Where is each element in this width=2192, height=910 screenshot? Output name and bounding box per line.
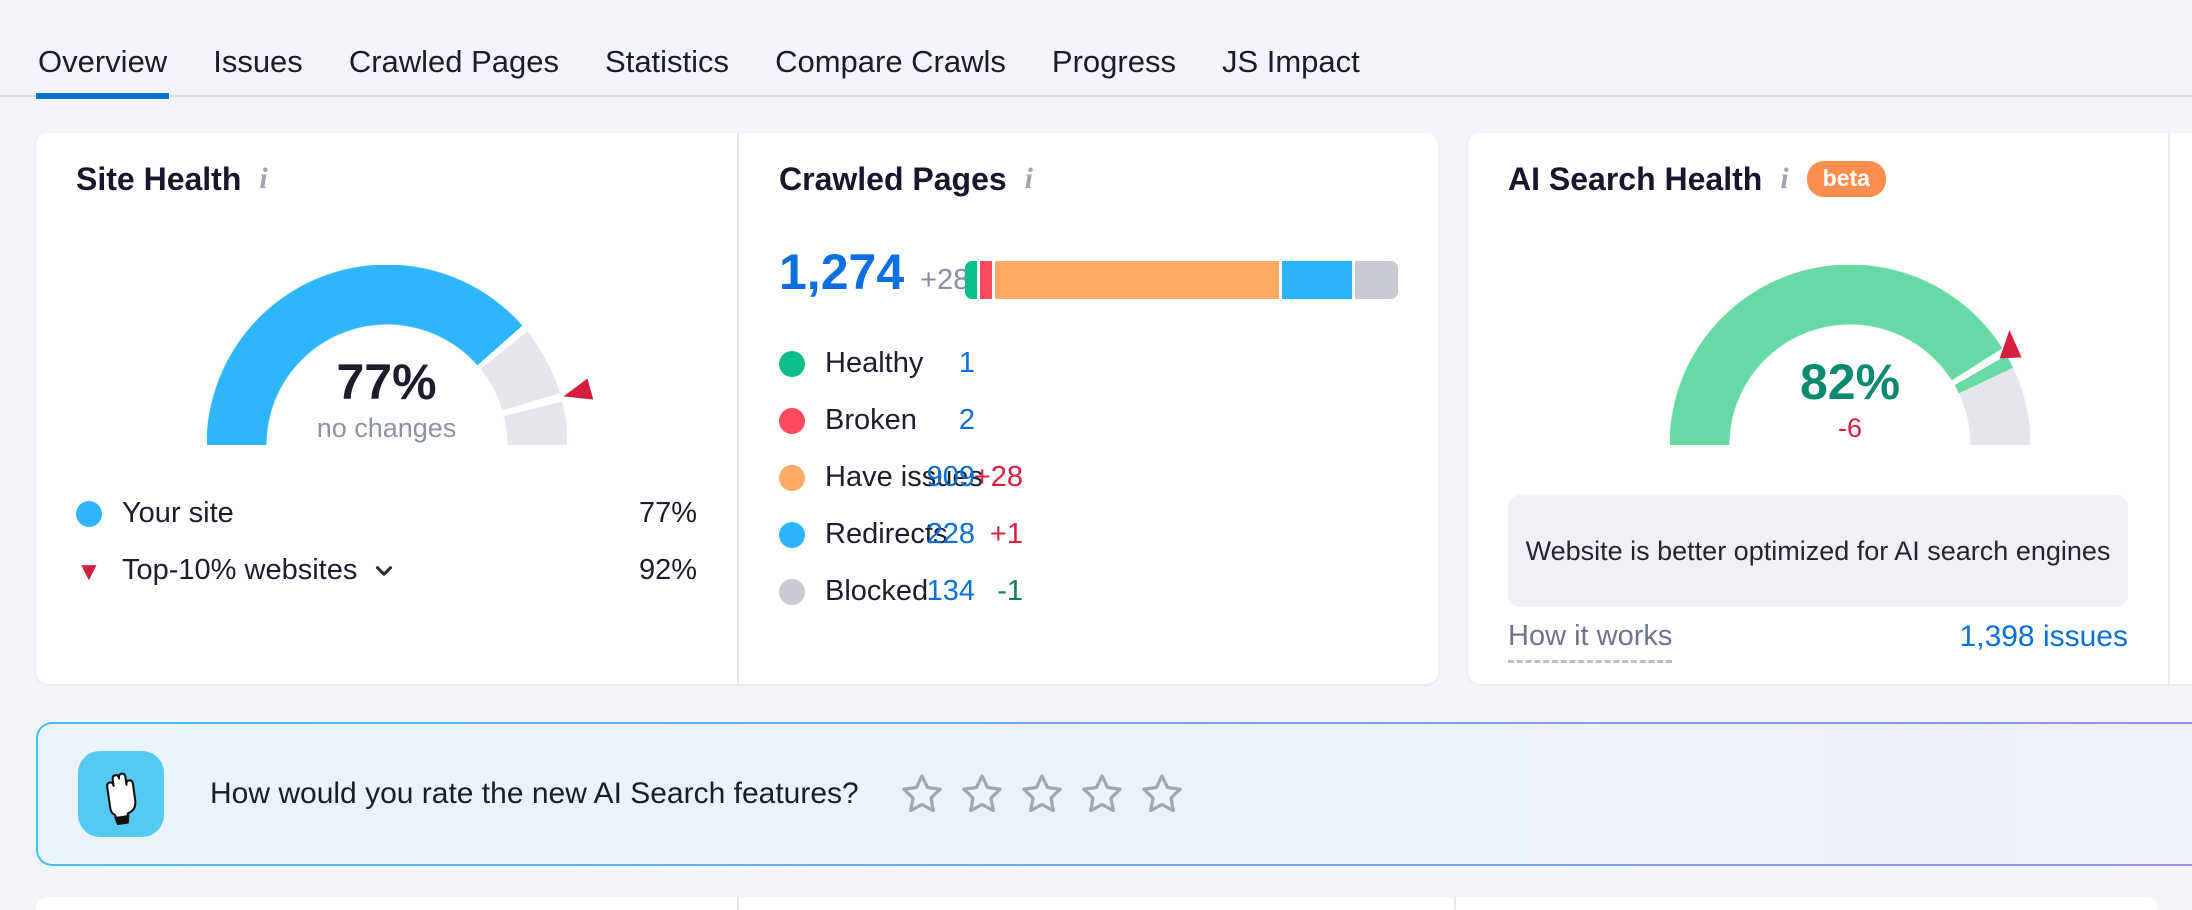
star-icon[interactable]	[959, 771, 1005, 817]
crawled-pages-row-healthy: Healthy 1	[779, 335, 1398, 392]
status-dot-icon	[779, 578, 805, 605]
site-health-title: Site Health	[76, 160, 242, 197]
tab-progress[interactable]: Progress	[1051, 44, 1176, 79]
crawled-pages-title-row: Crawled Pages i	[779, 151, 1033, 207]
star-icon[interactable]	[899, 771, 945, 817]
next-row-cards	[36, 897, 2158, 910]
tab-overview[interactable]: Overview	[36, 44, 170, 99]
status-dot-icon	[779, 464, 805, 491]
site-health-change: no changes	[316, 413, 457, 443]
crawled-pages-stacked-bar	[965, 261, 1398, 299]
legend-dot-icon	[76, 500, 122, 527]
tab-statistics[interactable]: Statistics	[605, 44, 730, 79]
tabs: Overview Issues Crawled Pages Statistics Com…	[36, 44, 1362, 99]
benchmark-marker-icon	[558, 378, 593, 409]
ai-search-health-note: Website is better optimized for AI searc…	[1508, 495, 2128, 607]
bar-segment-blocked	[1354, 261, 1398, 299]
info-icon[interactable]: i	[259, 162, 268, 195]
feedback-banner-inner: How would you rate the new AI Search fea…	[38, 724, 2192, 864]
tab-bar: Overview Issues Crawled Pages Statistics Com…	[0, 0, 2192, 99]
bar-segment-healthy	[965, 261, 978, 299]
row-delta: +1	[989, 518, 1023, 550]
row-delta: -1	[997, 575, 1023, 607]
site-health-score: 77%	[336, 354, 437, 410]
bar-segment-redirects	[1281, 261, 1352, 299]
feedback-banner: How would you rate the new AI Search fea…	[36, 722, 2192, 866]
row-label: Redirects	[825, 518, 948, 550]
card-divider	[2168, 133, 2170, 684]
star-icon[interactable]	[1079, 771, 1125, 817]
ai-search-health-score: 82%	[1799, 354, 1901, 410]
site-health-legend: Your site 77% ▼ Top-10% websites 92%	[76, 485, 697, 599]
crawled-pages-section: Crawled Pages i 1,274 +28 Healthy 1 Broken…	[739, 133, 1438, 684]
legend-row-top-10-websites[interactable]: ▼ Top-10% websites 92%	[76, 542, 697, 599]
row-label: Blocked	[825, 575, 929, 607]
hand-icon	[78, 751, 164, 837]
row-value-link[interactable]: 1	[958, 347, 975, 379]
overview-card: Site Health i 77% no changes Your site 77…	[36, 133, 1438, 684]
info-icon[interactable]: i	[1024, 162, 1033, 195]
gauge-arc	[1670, 265, 2030, 445]
legend-label: Your site	[122, 497, 234, 529]
crawled-pages-row-redirects: Redirects 228 +1	[779, 506, 1398, 563]
status-dot-icon	[779, 350, 805, 377]
row-value-link[interactable]: 134	[926, 575, 975, 607]
bar-segment-have-issues	[994, 261, 1279, 299]
tab-bar-rule	[0, 95, 2192, 97]
status-dot-icon	[779, 521, 805, 548]
ai-search-health-card: AI Search Health i beta 82% -6 Website i…	[1468, 133, 2192, 684]
site-health-section: Site Health i 77% no changes Your site 77…	[36, 133, 737, 684]
ai-search-health-title: AI Search Health	[1508, 160, 1763, 197]
crawled-pages-title: Crawled Pages	[779, 160, 1007, 197]
legend-value: 92%	[638, 554, 697, 586]
rating-stars	[899, 771, 1185, 817]
row-label: Have issues	[825, 461, 983, 493]
row-value-link[interactable]: 909	[926, 461, 975, 493]
info-icon[interactable]: i	[1780, 162, 1789, 195]
crawled-pages-breakdown: Healthy 1 Broken 2 Have issues 909 +28 Redirect…	[779, 335, 1398, 620]
beta-badge: beta	[1806, 161, 1886, 197]
tab-js-impact[interactable]: JS Impact	[1221, 44, 1360, 79]
score-marker-icon	[1998, 328, 2023, 359]
card-divider	[737, 133, 739, 684]
legend-row-your-site: Your site 77%	[76, 485, 697, 542]
legend-label: Top-10% websites	[122, 554, 358, 586]
crawled-pages-row-broken: Broken 2	[779, 392, 1398, 449]
feedback-question: How would you rate the new AI Search fea…	[210, 777, 859, 810]
ai-issues-link[interactable]: 1,398 issues	[1959, 620, 2128, 653]
tab-issues[interactable]: Issues	[213, 44, 303, 79]
how-it-works-link[interactable]: How it works	[1508, 620, 1673, 663]
ai-search-health-change: -6	[1837, 413, 1862, 443]
ai-search-health-gauge: 82% -6	[1670, 265, 2030, 445]
gauge-arc	[206, 265, 567, 445]
crawled-pages-total-row: 1,274 +28	[779, 247, 969, 297]
star-icon[interactable]	[1019, 771, 1065, 817]
row-label: Healthy	[825, 347, 924, 379]
status-dot-icon	[779, 407, 805, 434]
ai-search-health-title-row: AI Search Health i beta	[1508, 151, 1886, 207]
row-label: Broken	[825, 404, 917, 436]
row-delta: +28	[973, 461, 1023, 493]
site-health-gauge: 77% no changes	[206, 265, 593, 445]
bar-segment-broken	[980, 261, 992, 299]
triangle-down-icon: ▼	[76, 555, 102, 586]
crawled-pages-total-delta: +28	[920, 264, 970, 296]
star-icon[interactable]	[1139, 771, 1185, 817]
crawled-pages-row-have-issues: Have issues 909 +28	[779, 449, 1398, 506]
crawled-pages-total[interactable]: 1,274	[779, 244, 905, 300]
card-divider	[1454, 897, 1456, 910]
legend-value: 77%	[638, 497, 697, 529]
row-value-link[interactable]: 2	[958, 404, 975, 436]
row-value-link[interactable]: 228	[926, 518, 975, 550]
site-health-title-row: Site Health i	[76, 151, 268, 207]
card-divider	[737, 897, 739, 910]
chevron-down-icon[interactable]	[371, 558, 397, 584]
crawled-pages-row-blocked: Blocked 134 -1	[779, 563, 1398, 620]
tab-crawled-pages[interactable]: Crawled Pages	[348, 44, 560, 79]
tab-compare-crawls[interactable]: Compare Crawls	[775, 44, 1006, 79]
